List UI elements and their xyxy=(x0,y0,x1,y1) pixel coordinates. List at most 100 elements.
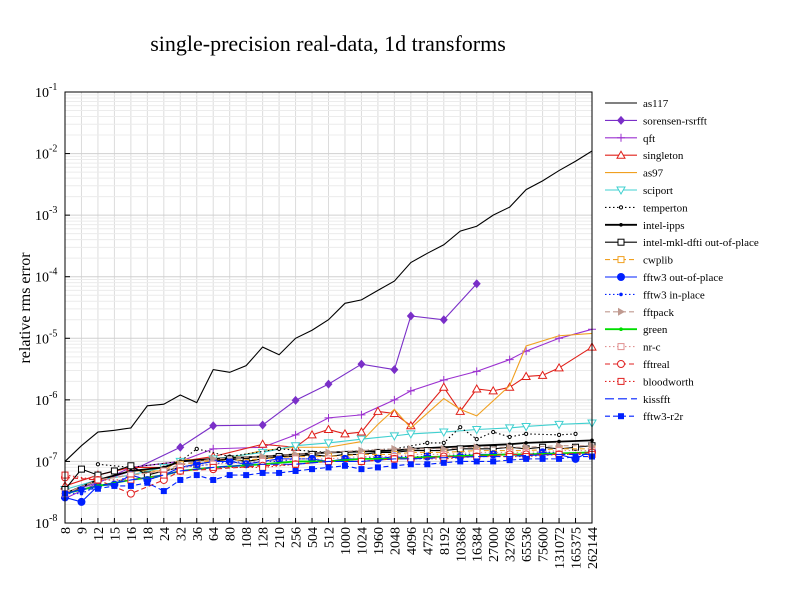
legend-item: kissfft xyxy=(605,394,670,406)
data-point xyxy=(194,446,199,451)
data-point xyxy=(618,413,624,420)
data-point xyxy=(357,410,366,419)
data-point xyxy=(389,408,400,418)
x-tick-label: 1024 xyxy=(355,527,370,555)
x-tick-label: 12 xyxy=(92,527,107,541)
legend-label: as117 xyxy=(643,98,669,110)
legend-label: as97 xyxy=(643,168,664,180)
data-point xyxy=(94,485,101,492)
data-point xyxy=(616,150,626,159)
data-point xyxy=(491,429,496,435)
data-point xyxy=(458,425,463,430)
x-tick-label: 2048 xyxy=(388,527,403,555)
data-point xyxy=(324,379,333,389)
legend-item: as97 xyxy=(605,168,664,180)
x-tick-label: 4096 xyxy=(405,527,420,555)
data-point xyxy=(341,462,348,469)
data-point xyxy=(556,432,562,437)
x-tick-label: 128 xyxy=(257,527,272,548)
data-point xyxy=(472,367,481,376)
data-point xyxy=(307,429,317,439)
series-line xyxy=(64,450,592,495)
x-tick-label: 27000 xyxy=(487,527,502,562)
y-tick-label: 10-5 xyxy=(35,328,57,347)
data-point xyxy=(357,359,366,369)
legend-item: nr-c xyxy=(605,342,661,354)
legend-label: bloodworth xyxy=(643,376,694,388)
x-tick-label: 210 xyxy=(273,527,288,548)
data-point xyxy=(471,426,482,435)
data-point xyxy=(539,455,546,462)
x-tick-label: 9 xyxy=(75,527,90,534)
data-point xyxy=(323,439,334,448)
data-point xyxy=(424,461,431,468)
legend-label: sciport xyxy=(643,185,673,197)
data-point xyxy=(194,463,199,468)
data-point xyxy=(457,458,464,465)
x-tick-label: 8 xyxy=(59,527,74,534)
data-point xyxy=(440,459,447,466)
data-point xyxy=(358,466,365,473)
data-point xyxy=(619,223,623,227)
y-tick-label: 10-7 xyxy=(35,451,57,470)
y-axis-ticks: 10-8 10-7 10-6 10-5 10-4 10-3 10-2 10-1 xyxy=(35,82,70,532)
x-tick-label: 80 xyxy=(224,527,239,541)
data-point xyxy=(617,133,625,142)
series-line xyxy=(64,451,593,495)
x-tick-label: 16 xyxy=(125,527,140,541)
data-point xyxy=(276,469,283,476)
x-axis-ticks: 8 9 12 15 16 18 24 32 36 64 80 108 128 210 256 504 512 10… xyxy=(59,518,601,569)
data-point xyxy=(406,386,415,395)
data-point xyxy=(78,486,85,493)
x-tick-label: 504 xyxy=(306,527,321,548)
data-point xyxy=(473,458,480,465)
data-point xyxy=(358,446,366,455)
data-point xyxy=(617,115,625,125)
data-point xyxy=(455,406,466,415)
data-point xyxy=(291,395,300,405)
y-tick-label: 10-6 xyxy=(35,390,57,409)
data-point xyxy=(572,443,580,451)
legend-label: kissfft xyxy=(643,394,670,406)
legend: as117 sorensen-rsrfft qft singleton as97 scip… xyxy=(605,98,759,423)
data-point xyxy=(554,362,564,372)
data-point xyxy=(617,343,625,351)
legend-label: fftw3-r2r xyxy=(643,411,683,423)
data-point xyxy=(617,273,625,281)
data-point xyxy=(572,453,579,460)
legend-item: temperton xyxy=(605,202,688,214)
x-tick-label: 36 xyxy=(191,527,206,541)
legend-label: cwplib xyxy=(643,255,673,267)
data-point xyxy=(275,454,284,463)
data-point xyxy=(524,431,529,436)
legend-label: temperton xyxy=(643,202,688,214)
x-tick-label: 32768 xyxy=(504,527,519,562)
data-point xyxy=(259,469,266,476)
data-point xyxy=(556,455,563,462)
x-tick-label: 256 xyxy=(290,527,305,548)
legend-item: green xyxy=(605,324,668,336)
data-point xyxy=(374,464,381,471)
data-point xyxy=(391,462,398,469)
data-point xyxy=(391,444,399,453)
data-point xyxy=(619,292,623,297)
legend-item: sorensen-rsrfft xyxy=(605,115,707,127)
data-point xyxy=(95,462,101,467)
data-point xyxy=(77,465,85,473)
legend-item: bloodworth xyxy=(605,376,694,388)
data-point xyxy=(406,311,415,321)
data-point xyxy=(488,385,499,395)
data-point xyxy=(276,446,282,451)
data-point xyxy=(340,428,350,438)
x-tick-label: 1960 xyxy=(372,527,387,555)
y-tick-label: 10-1 xyxy=(35,82,57,101)
x-tick-label: 512 xyxy=(323,527,338,548)
data-point xyxy=(193,472,200,479)
legend-item: intel-mkl-dfti out-of-place xyxy=(605,237,759,249)
data-point xyxy=(127,462,135,470)
data-point xyxy=(209,444,218,453)
data-point xyxy=(227,459,232,464)
data-point xyxy=(111,482,118,489)
series-line xyxy=(64,150,593,462)
